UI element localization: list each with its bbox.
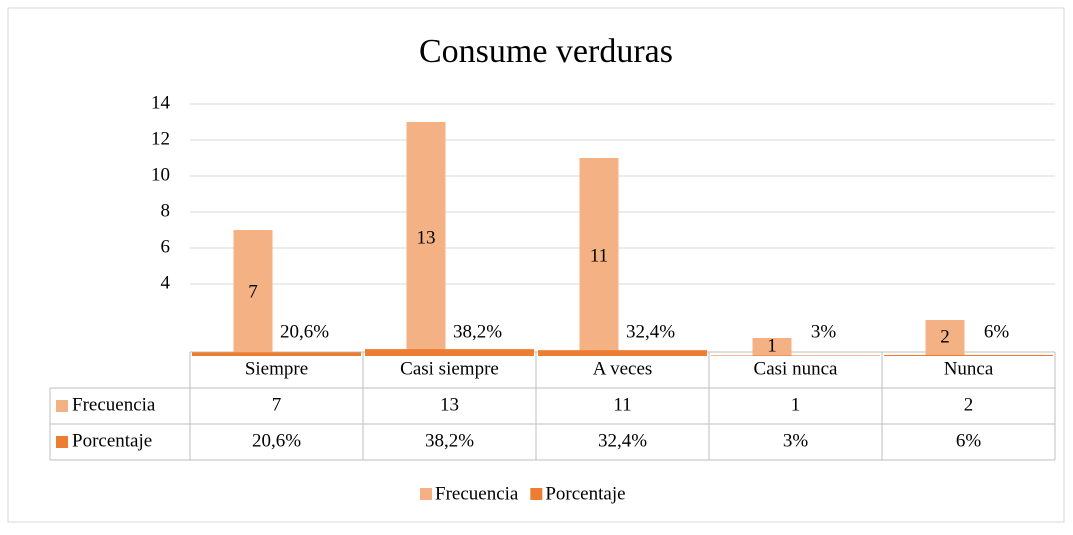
y-tick-label: 10 <box>151 164 170 185</box>
table-cell: 13 <box>440 394 459 415</box>
chart-title: Consume verduras <box>419 33 673 70</box>
bar <box>192 352 361 356</box>
table-cell: 1 <box>791 394 801 415</box>
bar <box>579 158 619 356</box>
x-tick-label: A veces <box>593 358 653 379</box>
bar <box>538 350 707 356</box>
table-cell: 7 <box>272 394 282 415</box>
bar <box>406 122 446 356</box>
data-label: 1 <box>767 335 777 356</box>
x-tick-label: Casi nunca <box>754 358 838 379</box>
bar <box>365 349 534 356</box>
legend-label: Frecuencia <box>435 483 519 504</box>
legend-swatch <box>420 488 432 500</box>
data-label: 3% <box>811 321 837 342</box>
legend-key <box>56 400 68 412</box>
legend-label: Porcentaje <box>545 483 625 504</box>
x-tick-label: Casi siempre <box>400 358 499 379</box>
y-tick-label: 8 <box>161 200 171 221</box>
bar <box>752 338 792 356</box>
legend-key <box>56 436 68 448</box>
table-row-label: Porcentaje <box>72 430 152 451</box>
legend-swatch <box>530 488 543 500</box>
data-label: 13 <box>417 227 436 248</box>
data-label: 11 <box>590 245 608 266</box>
y-tick-label: 4 <box>161 272 171 293</box>
table-cell: 32,4% <box>598 430 647 451</box>
y-tick-label: 6 <box>161 236 171 257</box>
table-row-label: Frecuencia <box>72 394 156 415</box>
table-cell: 2 <box>964 394 974 415</box>
x-tick-label: Nunca <box>944 358 994 379</box>
data-label: 20,6% <box>280 321 329 342</box>
y-tick-label: 14 <box>151 92 171 113</box>
bar <box>233 230 273 356</box>
table-cell: 6% <box>956 430 982 451</box>
x-tick-label: Siempre <box>245 358 308 379</box>
data-label: 32,4% <box>626 321 675 342</box>
bar <box>711 355 880 356</box>
table-cell: 11 <box>613 394 631 415</box>
table-cell: 3% <box>783 430 809 451</box>
data-label: 2 <box>940 326 950 347</box>
data-label: 6% <box>984 321 1010 342</box>
table-cell: 20,6% <box>252 430 301 451</box>
bar <box>884 354 1053 356</box>
bar <box>925 320 965 356</box>
data-label: 7 <box>248 281 258 302</box>
table-cell: 38,2% <box>425 430 474 451</box>
data-label: 38,2% <box>453 321 502 342</box>
y-tick-label: 12 <box>151 128 170 149</box>
